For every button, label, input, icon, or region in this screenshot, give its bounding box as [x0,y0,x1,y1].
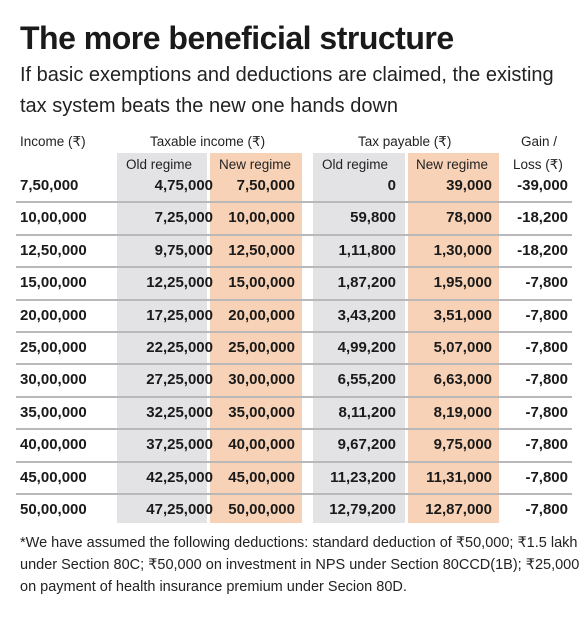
income-cell: 7,50,000 [20,177,79,194]
gain-loss-cell: -7,800 [525,371,568,389]
table-row: 50,00,000 47,25,000 50,00,000 12,79,200 … [16,494,572,526]
income-cell: 15,00,000 [20,274,87,292]
table-row: 30,00,000 27,25,000 30,00,000 6,55,200 6… [16,364,572,396]
taxable-old-cell: 27,25,000 [146,371,213,389]
row-divider [16,428,572,431]
taxable-old-cell: 42,25,000 [146,468,213,486]
gain-loss-cell: -18,200 [517,241,568,259]
gain-loss-cell: -7,800 [525,274,568,292]
footnote: *We have assumed the following deduction… [20,535,580,595]
gain-loss-cell: -7,800 [525,468,568,486]
tax-old-cell: 3,43,200 [337,306,396,324]
taxable-old-cell: 7,25,000 [154,209,213,227]
tax-old-cell: 8,11,200 [338,403,396,421]
tax-old-cell: 6,55,200 [337,371,396,389]
page-subtitle: If basic exemptions and deductions are c… [20,64,554,117]
taxable-old-regime-header: Old regime [126,157,193,172]
tax-new-cell: 11,31,000 [426,468,492,486]
tax-old-cell: 0 [387,177,396,194]
tax-new-cell: 39,000 [446,177,492,194]
income-cell: 35,00,000 [20,403,87,421]
income-cell: 20,00,000 [20,306,87,324]
table-row: 12,50,000 9,75,000 12,50,000 1,11,800 1,… [16,235,572,267]
taxable-old-cell: 47,25,000 [146,501,213,518]
tax-old-regime-header: Old regime [322,157,389,172]
taxable-old-cell: 17,25,000 [146,306,213,324]
gain-loss-cell: -7,800 [525,436,568,454]
tax-old-cell: 1,11,800 [338,241,396,259]
table-row: 15,00,000 12,25,000 15,00,000 1,87,200 1… [16,267,572,299]
taxable-new-cell: 15,00,000 [228,274,295,292]
taxable-new-regime-header: New regime [219,157,292,172]
row-divider [16,233,572,236]
tax-new-cell: 5,07,000 [433,339,492,356]
tax-new-cell: 78,000 [446,209,492,227]
gain-loss-cell: -7,800 [525,501,568,518]
tax-payable-header: Tax payable (₹) [358,134,452,149]
row-divider [16,266,572,269]
taxable-new-cell: 50,00,000 [228,501,295,518]
gain-loss-cell: -7,800 [525,339,568,356]
tax-old-cell: 12,79,200 [329,501,396,518]
page-title: The more beneficial structure [20,20,454,56]
taxable-new-cell: 7,50,000 [236,177,295,194]
table-row: 20,00,000 17,25,000 20,00,000 3,43,200 3… [16,300,572,332]
taxable-new-cell: 12,50,000 [228,241,295,259]
tax-new-cell: 12,87,000 [425,501,492,518]
row-divider [16,460,572,463]
table-row: 40,00,000 37,25,000 40,00,000 9,67,200 9… [16,429,572,461]
row-divider [16,493,572,495]
taxable-new-cell: 35,00,000 [228,403,295,421]
gain-loss-cell: -39,000 [517,177,568,194]
table-row: 7,50,000 4,75,000 7,50,000 0 39,000 -39,… [16,170,572,202]
gain-loss-cell: -7,800 [525,306,568,324]
table-row: 45,00,000 42,25,000 45,00,000 11,23,200 … [16,462,572,494]
gain-loss-header-line2: Loss (₹) [513,157,563,172]
tax-new-cell: 9,75,000 [433,436,492,454]
row-divider [16,363,572,366]
gain-loss-header-line1: Gain / [521,134,558,149]
income-cell: 30,00,000 [20,371,87,389]
taxable-old-cell: 22,25,000 [146,339,213,356]
tax-new-cell: 8,19,000 [433,403,492,421]
tax-new-regime-header: New regime [416,157,489,172]
row-divider [16,331,572,333]
gain-loss-cell: -7,800 [525,403,568,421]
taxable-old-cell: 32,25,000 [146,403,213,421]
income-cell: 50,00,000 [20,501,87,518]
tax-new-cell: 3,51,000 [433,306,492,324]
tax-new-cell: 1,95,000 [433,274,492,292]
income-cell: 25,00,000 [20,339,87,356]
taxable-old-cell: 4,75,000 [154,177,213,194]
income-cell: 45,00,000 [20,468,87,486]
taxable-new-cell: 10,00,000 [228,209,295,227]
gain-loss-cell: -18,200 [517,209,568,227]
tax-old-cell: 9,67,200 [337,436,396,454]
taxable-old-cell: 9,75,000 [154,241,213,259]
taxable-new-cell: 40,00,000 [228,436,295,454]
row-divider [16,201,572,204]
taxable-income-header: Taxable income (₹) [150,134,266,149]
row-divider [16,298,572,301]
taxable-new-cell: 25,00,000 [228,339,295,356]
taxable-old-cell: 37,25,000 [146,436,213,454]
income-cell: 40,00,000 [20,436,87,454]
row-divider [16,395,572,398]
taxable-new-cell: 20,00,000 [228,306,295,324]
table-row: 35,00,000 32,25,000 35,00,000 8,11,200 8… [16,397,572,429]
income-header: Income (₹) [20,134,86,149]
taxable-new-cell: 30,00,000 [228,371,295,389]
table-row: 25,00,000 22,25,000 25,00,000 4,99,200 5… [16,332,572,364]
tax-old-cell: 4,99,200 [337,339,396,356]
tax-old-cell: 11,23,200 [330,468,396,486]
tax-old-cell: 59,800 [350,209,396,227]
income-cell: 12,50,000 [20,241,87,259]
taxable-old-cell: 12,25,000 [146,274,213,292]
table-row: 10,00,000 7,25,000 10,00,000 59,800 78,0… [16,202,572,234]
income-cell: 10,00,000 [20,209,87,227]
tax-old-cell: 1,87,200 [337,274,396,292]
tax-new-cell: 6,63,000 [433,371,492,389]
taxable-new-cell: 45,00,000 [228,468,295,486]
tax-new-cell: 1,30,000 [433,241,492,259]
